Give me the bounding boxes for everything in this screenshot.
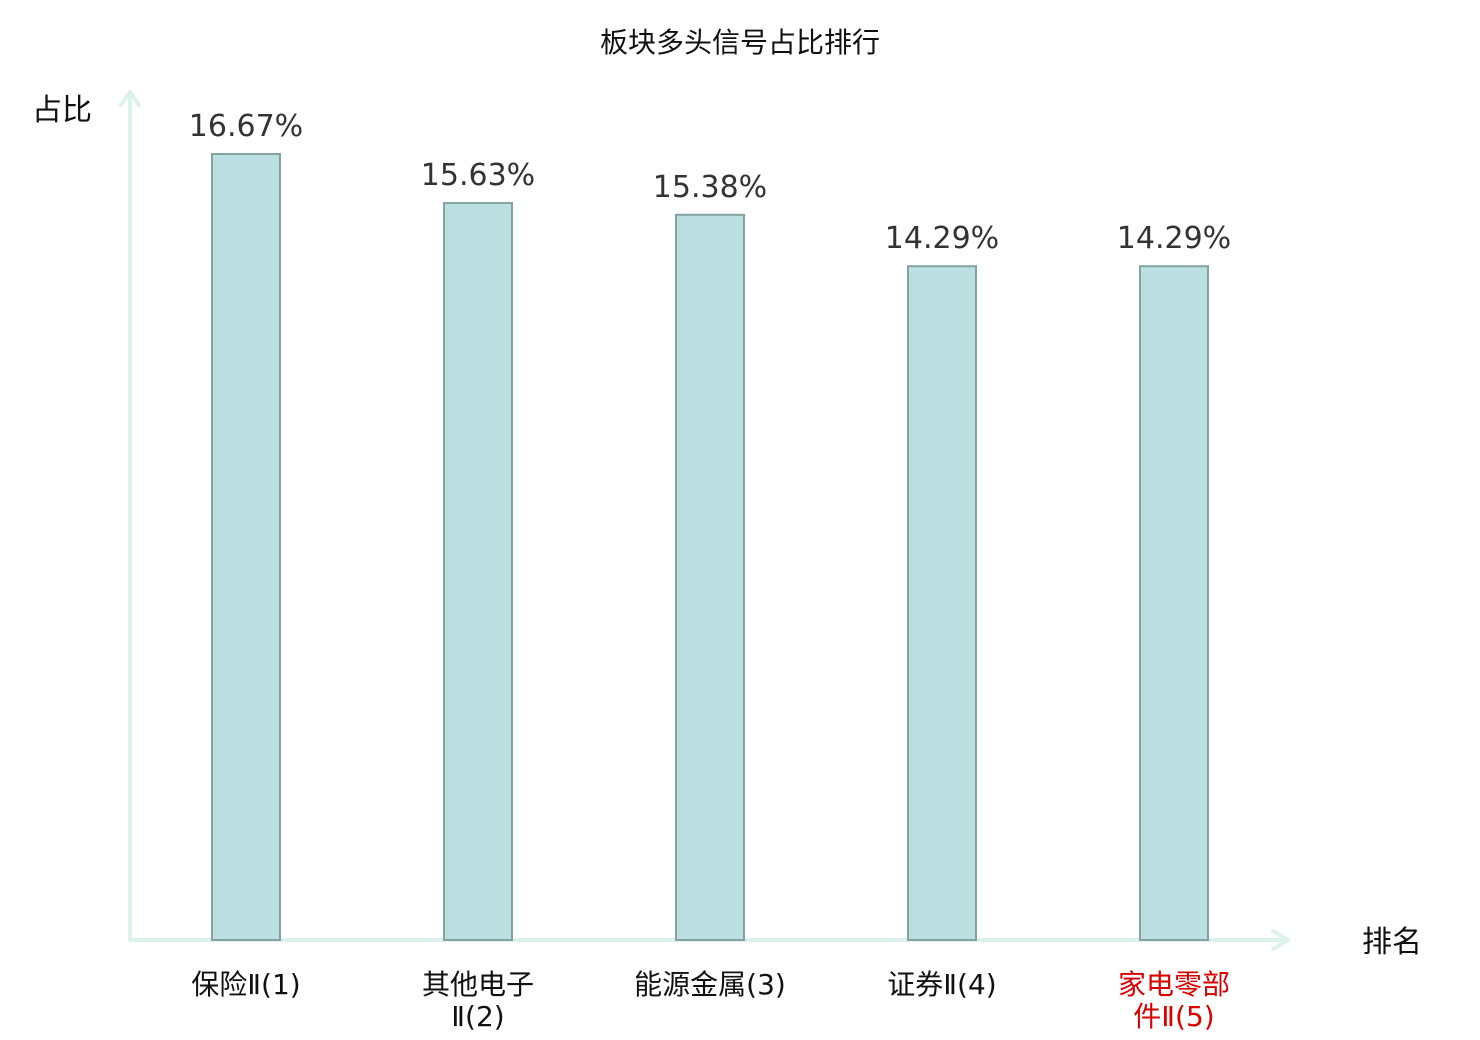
bar	[907, 265, 977, 941]
category-label: 家电零部件Ⅱ(5)	[1118, 968, 1230, 1033]
category-label: 保险Ⅱ(1)	[191, 968, 300, 1001]
category-label: 其他电子 Ⅱ(2)	[422, 968, 534, 1033]
bar	[443, 202, 513, 941]
value-label: 14.29%	[885, 221, 999, 256]
category-label-line: 保险Ⅱ(1)	[191, 968, 300, 1001]
category-label: 能源金属(3)	[634, 968, 786, 1001]
x-axis-arrow	[1271, 929, 1290, 951]
bar	[1139, 265, 1209, 941]
y-axis-arrow	[119, 90, 141, 107]
category-label-line: 其他电子	[422, 968, 534, 1001]
category-label-line: 家电零部	[1118, 968, 1230, 1001]
value-label: 15.63%	[421, 158, 535, 193]
bar	[675, 213, 745, 942]
y-axis-label: 占比	[32, 93, 92, 128]
x-axis-label: 排名	[1362, 925, 1422, 960]
bars-group	[211, 153, 1209, 942]
value-label: 15.38%	[653, 170, 767, 205]
category-label-line: 证券Ⅱ(4)	[887, 968, 996, 1001]
category-label-line: Ⅱ(2)	[451, 1000, 504, 1033]
value-label: 14.29%	[1117, 221, 1231, 256]
bar	[211, 153, 281, 941]
category-label: 证券Ⅱ(4)	[887, 968, 996, 1001]
category-label-line: 件Ⅱ(5)	[1133, 1000, 1214, 1033]
category-label-line: 能源金属(3)	[634, 968, 786, 1001]
category-labels-group: 保险Ⅱ(1) 其他电子 Ⅱ(2) 能源金属(3) 证券Ⅱ(4) 家电零部件Ⅱ(5)	[191, 968, 1230, 1033]
chart-title: 板块多头信号占比排行	[600, 26, 880, 59]
value-label: 16.67%	[189, 109, 303, 144]
value-labels-group: 16.67% 15.63% 15.38% 14.29% 14.29%	[189, 109, 1231, 256]
